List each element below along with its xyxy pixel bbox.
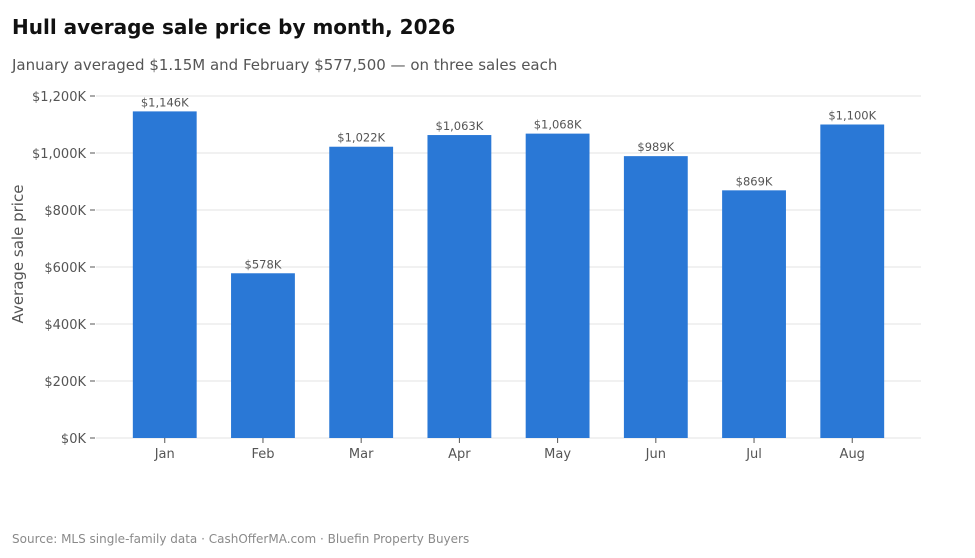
y-tick-label: $1,200K — [32, 90, 86, 105]
y-tick-label: $0K — [61, 432, 87, 447]
chart-title: Hull average sale price by month, 2026 — [12, 15, 456, 39]
bar-jul — [722, 190, 786, 438]
x-tick-label: Aug — [840, 447, 865, 462]
x-tick-label: Mar — [349, 447, 374, 462]
bar-value-label: $989K — [637, 140, 674, 154]
bar-jun — [623, 156, 688, 438]
x-tick-label: Jun — [645, 447, 666, 462]
x-tick-label: May — [544, 447, 571, 462]
bar-value-label: $1,068K — [534, 118, 582, 132]
gridlines — [96, 95, 921, 439]
x-tick-label: Jul — [745, 447, 762, 462]
bar-chart: $0K $200K $400K $600K $800K $1,000K $1,200K $1… — [9, 90, 921, 462]
bars: $1,146K $578K $1,022K $1,063K $1,068K $989K $8… — [132, 95, 885, 439]
bar-value-label: $1,146K — [141, 95, 189, 109]
bar-value-label: $869K — [736, 174, 773, 188]
x-tick-label: Jan — [154, 447, 175, 462]
bar-value-label: $578K — [245, 257, 282, 271]
x-axis: Jan Feb Mar Apr May Jun Jul Aug — [154, 438, 865, 462]
bar-may — [525, 133, 590, 438]
y-tick-label: $800K — [44, 204, 86, 219]
y-axis: $0K $200K $400K $600K $800K $1,000K $1,200K — [32, 90, 95, 447]
bar-mar — [329, 146, 394, 439]
y-tick-label: $200K — [44, 375, 86, 390]
y-tick-label: $400K — [44, 318, 86, 333]
bar-jan — [132, 111, 197, 438]
y-tick-label: $1,000K — [32, 147, 86, 162]
bar-value-label: $1,022K — [337, 131, 385, 145]
bar-value-label: $1,100K — [828, 109, 876, 123]
y-tick-label: $600K — [44, 261, 86, 276]
bar-feb — [231, 273, 295, 438]
bar-apr — [427, 135, 492, 439]
x-tick-label: Apr — [448, 447, 471, 462]
y-axis-title: Average sale price — [9, 185, 27, 324]
source-note: Source: MLS single-family data · CashOff… — [12, 532, 470, 546]
bar-aug — [820, 124, 885, 438]
x-tick-label: Feb — [251, 447, 274, 462]
chart-subtitle: January averaged $1.15M and February $57… — [12, 56, 558, 74]
bar-value-label: $1,063K — [436, 119, 484, 133]
